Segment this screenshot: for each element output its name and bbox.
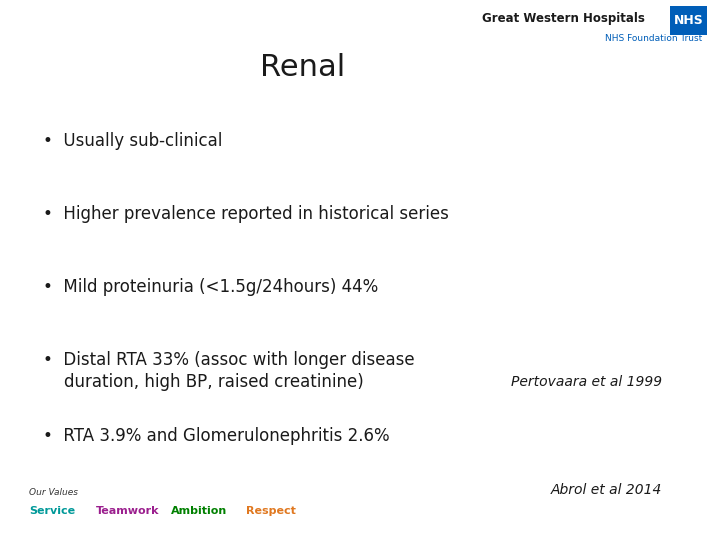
- Text: NHS: NHS: [673, 14, 703, 27]
- Text: •  Higher prevalence reported in historical series: • Higher prevalence reported in historic…: [43, 205, 449, 223]
- Text: Abrol et al 2014: Abrol et al 2014: [551, 483, 662, 497]
- Text: Our Values: Our Values: [29, 488, 78, 497]
- Text: Pertovaara et al 1999: Pertovaara et al 1999: [511, 375, 662, 389]
- Text: Service: Service: [29, 505, 75, 516]
- Text: •  RTA 3.9% and Glomerulonephritis 2.6%: • RTA 3.9% and Glomerulonephritis 2.6%: [43, 427, 390, 444]
- Text: Great Western Hospitals: Great Western Hospitals: [482, 12, 644, 25]
- Text: Respect: Respect: [246, 505, 295, 516]
- Text: Renal: Renal: [260, 53, 345, 82]
- Text: Ambition: Ambition: [171, 505, 227, 516]
- Text: •  Distal RTA 33% (assoc with longer disease
    duration, high BP, raised creat: • Distal RTA 33% (assoc with longer dise…: [43, 351, 415, 391]
- FancyBboxPatch shape: [670, 6, 707, 35]
- Text: Teamwork: Teamwork: [96, 505, 159, 516]
- Text: NHS Foundation Trust: NHS Foundation Trust: [605, 34, 703, 43]
- Text: •  Usually sub-clinical: • Usually sub-clinical: [43, 132, 222, 150]
- Text: •  Mild proteinuria (<1.5g/24hours) 44%: • Mild proteinuria (<1.5g/24hours) 44%: [43, 278, 379, 296]
